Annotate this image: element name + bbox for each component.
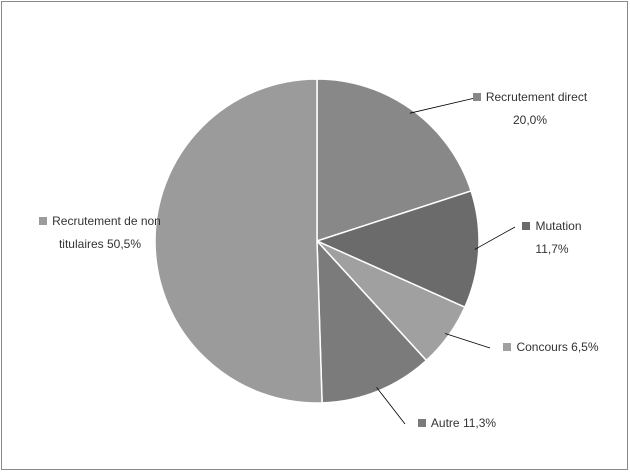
legend-swatch	[39, 217, 48, 225]
legend-swatch	[522, 222, 531, 230]
data-label: Autre 11,3%	[402, 412, 512, 435]
data-label-box: Concours 6,5%	[486, 336, 616, 359]
category-label: Concours	[516, 340, 568, 354]
data-label: Recrutement de non titulaires 50,5%	[25, 210, 175, 256]
data-label-box: Recrutement direct 20,0%	[470, 86, 590, 132]
legend-swatch	[472, 93, 481, 101]
data-label-box: Recrutement de non titulaires 50,5%	[25, 210, 175, 256]
leader-line	[376, 387, 406, 425]
pie-slice	[314, 189, 480, 309]
category-label: Mutation	[535, 219, 582, 233]
legend-swatch	[417, 419, 426, 427]
leader-line	[474, 226, 516, 250]
pie-slice	[154, 78, 323, 404]
data-label: Mutation 11,7%	[512, 215, 592, 261]
value-label: 6,5%	[571, 340, 599, 354]
data-label: Recrutement direct 20,0%	[470, 86, 590, 132]
data-label-box: Mutation 11,7%	[512, 215, 592, 261]
value-label: 11,3%	[462, 416, 497, 430]
leader-line	[444, 333, 491, 349]
category-label: Recrutement de non titulaires	[52, 214, 161, 251]
value-label: 11,7%	[535, 242, 569, 256]
pie-slice	[316, 239, 428, 404]
data-label: Concours 6,5%	[486, 336, 616, 359]
category-label: Autre	[430, 416, 460, 430]
legend-swatch	[503, 343, 512, 351]
data-label-box: Autre 11,3%	[402, 412, 512, 435]
category-label: Recrutement direct	[485, 90, 588, 104]
value-label: 50,5%	[107, 237, 142, 251]
leader-line	[409, 97, 476, 114]
pie-slice	[316, 78, 473, 243]
value-label: 20,0%	[512, 113, 548, 127]
